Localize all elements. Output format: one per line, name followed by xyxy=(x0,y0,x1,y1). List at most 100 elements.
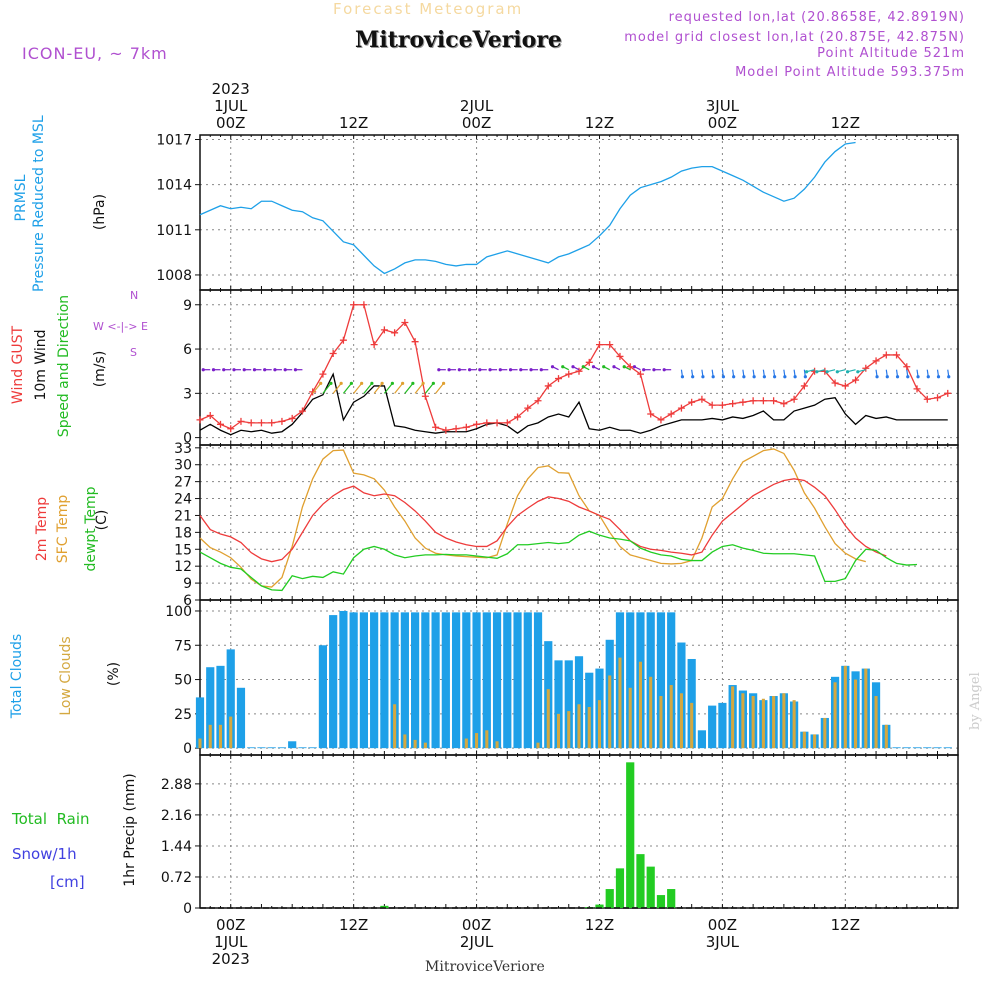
total-cloud-bar xyxy=(892,747,901,749)
wind-arrow-head xyxy=(936,375,941,379)
gust-line-marker xyxy=(759,397,767,405)
compass-we: W <-|-> E xyxy=(93,320,148,333)
wind-arrow xyxy=(394,382,404,394)
sfc-temp-line xyxy=(199,448,866,588)
gust-line-marker xyxy=(657,416,665,424)
ytick-label-temp: 27 xyxy=(174,475,192,491)
gust-line-marker xyxy=(718,401,726,409)
footer-location: MitroviceVeriore xyxy=(425,959,545,975)
wind-arrow-head xyxy=(632,365,637,369)
wind-arrow-head xyxy=(421,381,425,385)
total-cloud-bar xyxy=(257,747,266,749)
ytick-label-temp: 18 xyxy=(174,525,192,541)
gust-line-marker xyxy=(575,367,583,375)
gust-line-marker xyxy=(432,423,440,431)
time-label-top: 3JUL xyxy=(706,97,740,115)
total-cloud-bar xyxy=(421,612,430,749)
gust-line-marker xyxy=(749,397,757,405)
low-cloud-bar xyxy=(669,685,673,749)
wind-arrow-head xyxy=(211,368,216,372)
time-label-top: 2JUL xyxy=(460,97,494,115)
label-snow: Snow/1h xyxy=(12,845,77,863)
gust-line-marker xyxy=(647,410,655,418)
total-cloud-bar xyxy=(564,660,573,749)
gust-line-marker xyxy=(514,413,522,421)
dewpt-line xyxy=(199,530,918,592)
low-cloud-bar xyxy=(884,724,888,749)
wind-arrow-head xyxy=(622,365,626,369)
wind-arrow-head xyxy=(508,368,513,372)
gust-line-marker xyxy=(913,385,921,393)
total-cloud-bar xyxy=(349,612,358,749)
time-label-bottom: 12Z xyxy=(585,916,614,934)
wind-arrow-head xyxy=(591,365,596,369)
precip-bar xyxy=(636,854,645,908)
gust-line-marker xyxy=(534,397,542,405)
precip-bar xyxy=(595,904,604,908)
gust-line-marker xyxy=(606,341,614,349)
wind-arrow-head xyxy=(498,368,502,372)
wind-arrow-head xyxy=(742,375,746,379)
low-cloud-bar xyxy=(772,696,776,749)
label-prmsl: PRMSL xyxy=(13,174,29,222)
time-label-top: 00Z xyxy=(462,114,491,132)
wind-arrow-head xyxy=(642,368,646,372)
gust-line-marker xyxy=(257,419,265,427)
time-label-top: 1JUL xyxy=(214,97,248,115)
gust-line-marker xyxy=(882,351,890,359)
precip-bar xyxy=(626,762,635,908)
low-cloud-bar xyxy=(782,693,786,749)
low-cloud-bar xyxy=(393,704,397,749)
credit-text: by Angel xyxy=(968,672,983,730)
label-gust: Wind GUST xyxy=(10,325,26,405)
total-cloud-bar xyxy=(667,612,676,749)
wind-arrow-head xyxy=(947,375,951,379)
wind-arrow-head xyxy=(360,381,364,385)
wind-arrow-head xyxy=(252,368,257,372)
wind-arrow xyxy=(332,382,342,394)
low-cloud-bar xyxy=(802,731,806,749)
ytick-label-precip: 0 xyxy=(183,901,192,917)
gust-line-marker xyxy=(216,420,224,428)
ytick-label-clouds: 100 xyxy=(165,604,192,620)
total-cloud-bar xyxy=(902,747,911,749)
total-cloud-bar xyxy=(933,747,942,749)
wind-arrow-head xyxy=(201,368,205,372)
total-cloud-bar xyxy=(492,612,502,749)
low-cloud-bar xyxy=(864,668,868,749)
gust-line-marker xyxy=(237,417,245,425)
wind-arrow-head xyxy=(885,375,889,379)
wind-arrow xyxy=(414,382,424,394)
time-label-top: 00Z xyxy=(216,114,245,132)
wind-arrow xyxy=(373,382,383,394)
ytick-label-clouds: 50 xyxy=(174,673,192,689)
gust-line-marker xyxy=(780,400,788,408)
time-label-bottom: 00Z xyxy=(216,916,245,934)
total-cloud-bar xyxy=(462,612,471,749)
wind-arrow-head xyxy=(550,365,555,369)
wind-arrow-head xyxy=(457,368,461,372)
gust-line-marker xyxy=(852,376,860,384)
total-cloud-bar xyxy=(943,747,952,749)
gust-line-marker xyxy=(483,419,491,427)
unit-clouds: (%) xyxy=(106,661,122,687)
gust-line-marker xyxy=(893,351,901,359)
total-cloud-bar xyxy=(513,612,522,749)
wind-arrow-head xyxy=(783,375,787,379)
wind-arrow-head xyxy=(680,375,685,379)
wind-arrow-head xyxy=(370,381,374,385)
gust-line-marker xyxy=(616,352,624,360)
point-altitude: Point Altitude 521m xyxy=(817,46,965,61)
ytick-label-temp: 30 xyxy=(174,458,192,474)
low-cloud-bar xyxy=(475,733,479,749)
ytick-label-clouds: 75 xyxy=(174,638,192,654)
wind-arrow xyxy=(322,382,332,394)
wind-arrow-head xyxy=(602,365,606,369)
low-cloud-bar xyxy=(198,738,202,749)
wind-arrow-head xyxy=(916,375,920,379)
total-cloud-bar xyxy=(308,747,317,749)
chart-subtitle: Forecast Meteogram xyxy=(333,0,524,18)
label-temp2m: 2m Temp xyxy=(34,496,50,562)
total-cloud-bar xyxy=(441,612,450,749)
